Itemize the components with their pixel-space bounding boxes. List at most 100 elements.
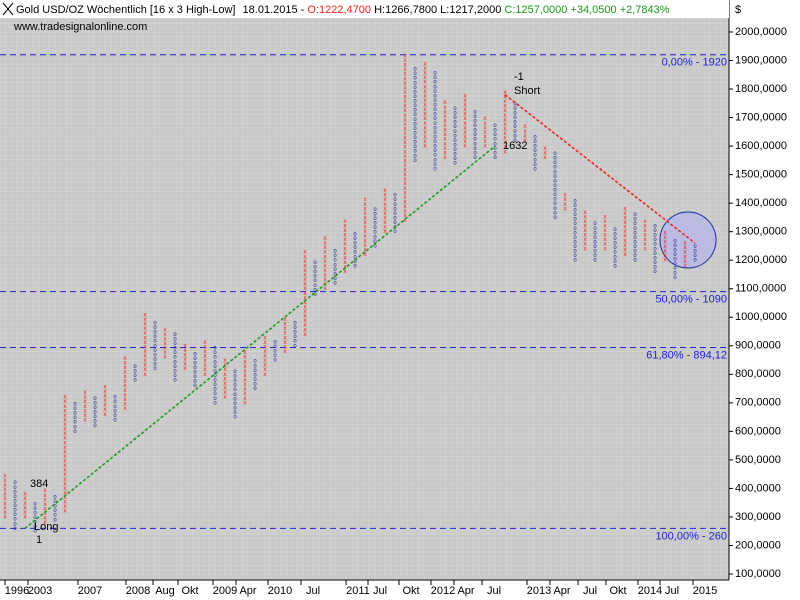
pf-box: x [303, 262, 307, 269]
pf-box: x [263, 353, 267, 360]
y-tick-label: 900,0000 [735, 340, 781, 352]
pf-box: o [273, 352, 277, 359]
pf-box: o [213, 363, 217, 370]
pf-box: x [143, 362, 147, 369]
pf-box: x [263, 339, 267, 346]
pf-box: o [13, 502, 17, 509]
pf-box: o [413, 148, 417, 155]
pf-box: x [243, 372, 247, 379]
pf-box: o [433, 165, 437, 172]
pf-box: o [373, 233, 377, 240]
pf-box: x [663, 248, 667, 255]
pf-box: x [423, 70, 427, 77]
pf-box: x [43, 515, 47, 522]
pf-box: x [383, 201, 387, 208]
pf-box: o [153, 365, 157, 372]
pf-box: o [493, 149, 497, 156]
watermark: www.tradesignalonline.com [13, 21, 147, 33]
pf-box: x [623, 251, 627, 258]
y-tick-label: 1000,0000 [735, 311, 787, 323]
pf-box: x [303, 249, 307, 256]
pf-box: x [223, 394, 227, 401]
pf-box: o [413, 152, 417, 159]
pf-box: x [403, 103, 407, 110]
pf-box: x [63, 430, 67, 437]
pf-box: x [43, 492, 47, 499]
pf-box: o [153, 319, 157, 326]
pf-box: x [243, 390, 247, 397]
pf-box: o [433, 106, 437, 113]
pf-box: x [123, 359, 127, 366]
pf-box: x [323, 240, 327, 247]
pf-box: x [303, 308, 307, 315]
pf-box: o [133, 367, 137, 374]
pf-box: x [63, 439, 67, 446]
x-tick-label: 2011 [346, 585, 370, 597]
pf-box: x [63, 508, 67, 515]
pf-box: o [553, 155, 557, 162]
pf-box: o [413, 125, 417, 132]
pf-box: x [183, 356, 187, 363]
pf-box: o [113, 394, 117, 401]
pf-box: o [433, 147, 437, 154]
pf-box: o [413, 79, 417, 86]
pf-box: o [553, 173, 557, 180]
pf-box: x [63, 458, 67, 465]
pf-box: o [393, 192, 397, 199]
pf-box: x [203, 343, 207, 350]
y-tick-label: 1300,0000 [735, 226, 787, 238]
pf-box: x [363, 205, 367, 212]
pf-box: o [13, 520, 17, 527]
pf-box: o [53, 493, 57, 500]
pf-box: o [213, 349, 217, 356]
pf-box: x [583, 232, 587, 239]
pf-box: o [653, 222, 657, 229]
pf-box: o [533, 138, 537, 145]
pf-box: x [403, 171, 407, 178]
pf-box: o [393, 228, 397, 235]
pf-box: x [63, 471, 67, 478]
pf-box: x [143, 330, 147, 337]
pf-box: o [233, 386, 237, 393]
pf-box: o [13, 484, 17, 491]
pf-box: x [143, 316, 147, 323]
pf-box: o [413, 120, 417, 127]
pf-box: x [523, 128, 527, 135]
pf-box: x [123, 400, 127, 407]
pf-box: o [473, 127, 477, 134]
pf-box: x [23, 495, 27, 502]
pf-box: x [463, 143, 467, 150]
pf-box: o [613, 230, 617, 237]
y-tick-label: 1700,0000 [735, 111, 787, 123]
pf-box: o [333, 248, 337, 255]
pf-box: o [173, 354, 177, 361]
pf-box: x [203, 362, 207, 369]
pf-box: o [233, 377, 237, 384]
pf-box: x [63, 416, 67, 423]
level-label: 0,00% - 1920 [662, 57, 727, 69]
pf-box: x [443, 140, 447, 147]
pf-box: x [443, 149, 447, 156]
pf-box: o [213, 395, 217, 402]
pf-box: o [693, 252, 697, 259]
annotation: 384 [30, 478, 48, 490]
pf-box: x [383, 205, 387, 212]
pf-box: o [333, 280, 337, 287]
y-tick-label: 1500,0000 [735, 169, 787, 181]
pf-box: o [593, 248, 597, 255]
pf-box: x [143, 357, 147, 364]
pf-box: x [403, 94, 407, 101]
pf-box: o [413, 111, 417, 118]
close-icon[interactable] [2, 2, 14, 16]
pf-box: x [263, 366, 267, 373]
